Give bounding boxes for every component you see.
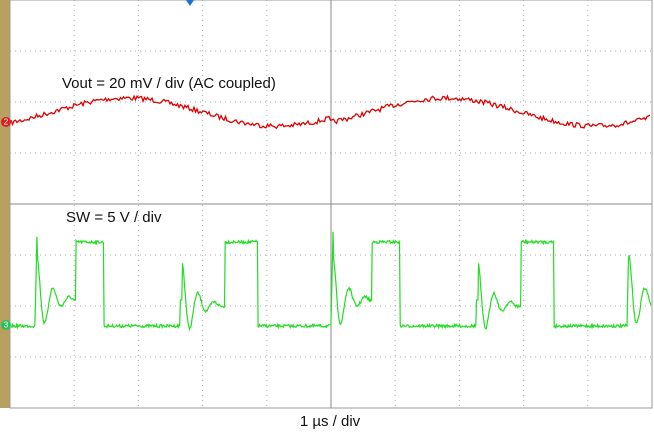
channel-3-marker — [1, 320, 11, 330]
channel-3-label: 3 — [4, 321, 9, 330]
vout-trace — [10, 94, 651, 130]
graticule — [10, 0, 652, 408]
channel-2-marker — [1, 117, 11, 127]
channel-2-label: 2 — [4, 118, 9, 127]
trigger-marker — [186, 0, 194, 6]
left-bar — [0, 0, 10, 408]
sw-label: SW = 5 V / div — [66, 209, 162, 226]
sw-trace — [10, 231, 652, 332]
time-label: 1 µs / div — [300, 413, 361, 430]
vout-label: Vout = 20 mV / div (AC coupled) — [62, 75, 276, 92]
